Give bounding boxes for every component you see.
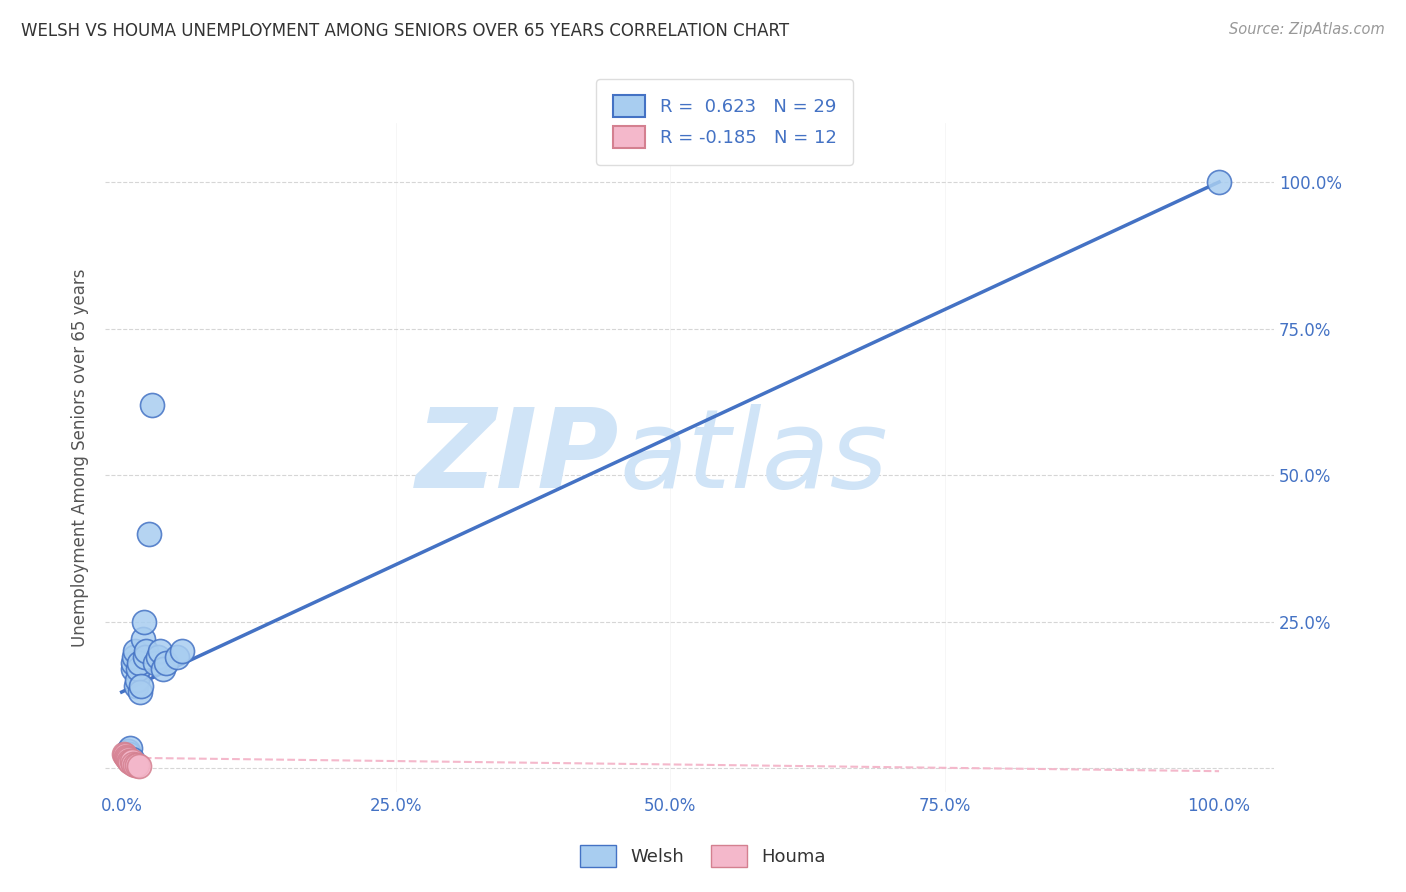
Point [120,756,142,770]
Point [127,662,149,676]
Point [135,644,157,658]
Point [128,759,150,773]
Point [121,756,143,771]
Legend: R =  0.623   N = 29, R = -0.185   N = 12: R = 0.623 N = 29, R = -0.185 N = 12 [596,78,853,164]
Point [117,744,139,758]
Y-axis label: Unemployment Among Seniors over 65 years: Unemployment Among Seniors over 65 years [72,268,89,647]
Point [118,747,141,761]
Point [115,750,138,764]
Point [114,748,136,763]
Point [122,649,145,664]
Point [1208,175,1230,189]
Text: ZIP: ZIP [416,404,620,511]
Point [129,685,152,699]
Point [125,673,148,688]
Point [121,752,143,766]
Point [166,649,188,664]
Point [115,749,138,764]
Point [117,752,139,766]
Point [121,754,143,768]
Point [152,662,174,676]
Point [170,644,193,658]
Point [124,757,146,772]
Point [141,398,163,412]
Point [128,656,150,670]
Point [149,644,172,658]
Point [132,615,155,629]
Point [121,662,143,676]
Point [146,649,169,664]
Point [125,758,148,772]
Point [143,656,166,670]
Point [125,679,148,693]
Point [124,644,146,658]
Point [134,649,156,664]
Point [138,526,160,541]
Point [131,632,153,647]
Text: Source: ZipAtlas.com: Source: ZipAtlas.com [1229,22,1385,37]
Point [121,656,143,670]
Point [120,740,142,755]
Point [112,747,135,761]
Legend: Welsh, Houma: Welsh, Houma [572,838,834,874]
Point [115,749,138,764]
Text: atlas: atlas [620,404,889,511]
Point [155,656,177,670]
Text: WELSH VS HOUMA UNEMPLOYMENT AMONG SENIORS OVER 65 YEARS CORRELATION CHART: WELSH VS HOUMA UNEMPLOYMENT AMONG SENIOR… [21,22,789,40]
Point [118,754,141,768]
Point [131,679,153,693]
